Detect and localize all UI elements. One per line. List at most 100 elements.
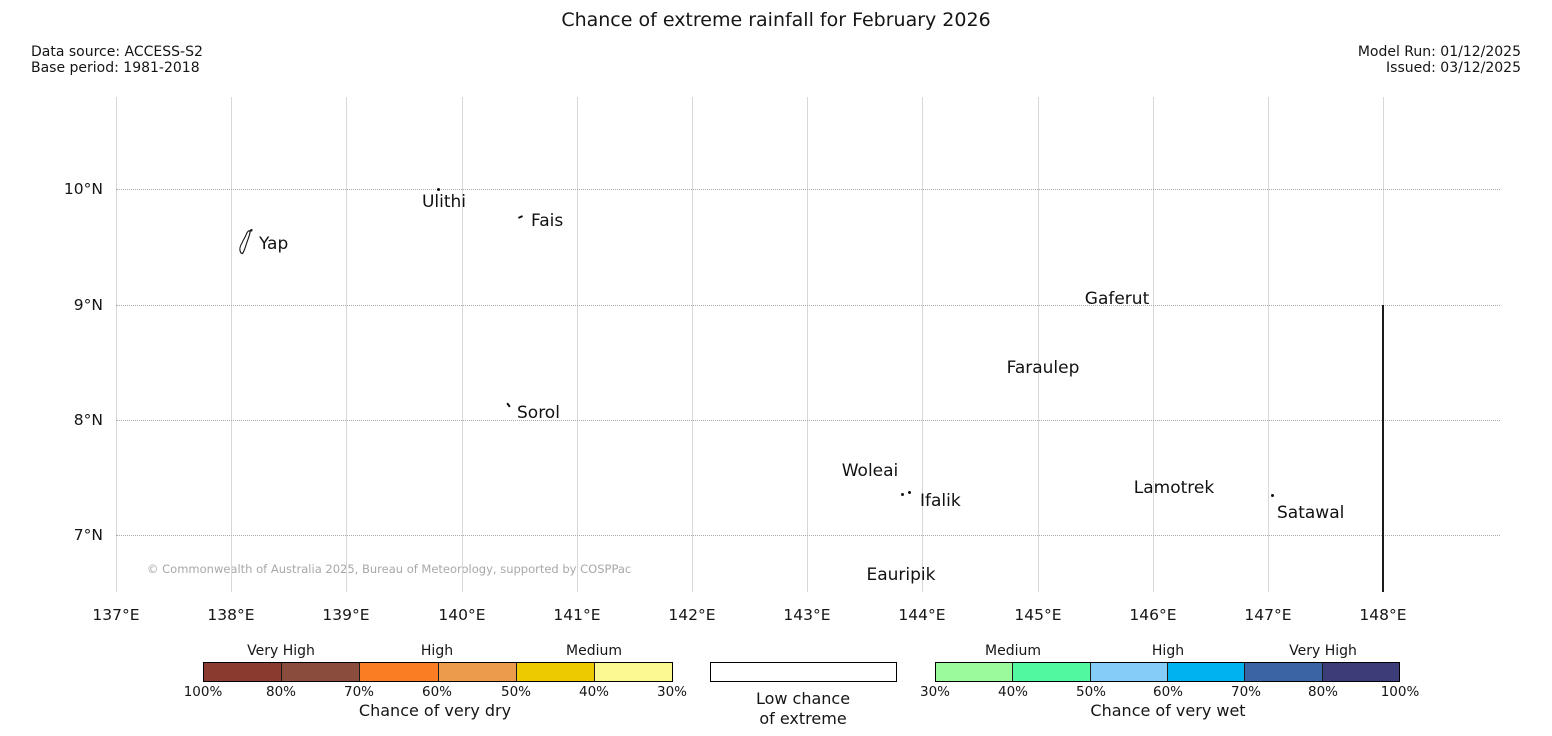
x-tick-label: 139°E: [322, 606, 370, 624]
dry-legend-header: Very High: [247, 643, 315, 659]
wet-legend-header: Medium: [985, 643, 1041, 659]
wet-legend-tick: 80%: [1307, 684, 1339, 700]
island-label-lamotrek: Lamotrek: [1133, 478, 1215, 498]
wet-legend-tick: 70%: [1230, 684, 1262, 700]
low-chance-label: Low chance of extreme: [756, 689, 850, 729]
wet-legend-title: Chance of very wet: [1090, 701, 1246, 720]
island-label-satawal: Satawal: [1277, 503, 1345, 523]
dry-legend-tick: 100%: [183, 684, 223, 700]
island-label-woleai: Woleai: [841, 461, 899, 481]
wet-colorbar-segment: [936, 663, 1013, 681]
gridline-vertical: [346, 97, 347, 592]
dry-colorbar: [203, 662, 673, 682]
gridline-horizontal: [116, 535, 1500, 536]
wet-legend-tick: 50%: [1075, 684, 1107, 700]
y-tick-label: 10°N: [63, 180, 103, 198]
dry-colorbar-segment: [437, 663, 516, 681]
wet-legend-header: High: [1151, 643, 1185, 659]
low-chance-box: [710, 662, 897, 682]
wet-colorbar-segment: [1321, 663, 1399, 681]
copyright-text: © Commonwealth of Australia 2025, Bureau…: [147, 562, 632, 576]
dry-colorbar-segment: [515, 663, 594, 681]
wet-colorbar-segment: [1089, 663, 1167, 681]
x-tick-label: 137°E: [92, 606, 140, 624]
model-run-block: Model Run: 01/12/2025 Issued: 03/12/2025: [1357, 44, 1521, 76]
wet-colorbar-segment: [1166, 663, 1245, 681]
low-chance-line1: Low chance: [755, 689, 851, 708]
wet-colorbar: [935, 662, 1400, 682]
dry-legend-header: High: [420, 643, 454, 659]
dry-legend-tick: 50%: [500, 684, 532, 700]
island-marker-icon: [901, 493, 904, 496]
gridline-vertical: [692, 97, 693, 592]
data-source-block: Data source: ACCESS-S2 Base period: 1981…: [31, 44, 203, 76]
gridline-vertical: [1153, 97, 1154, 592]
dry-legend-tick: 60%: [421, 684, 453, 700]
island-label-ulithi: Ulithi: [421, 192, 467, 212]
gridline-horizontal: [116, 420, 1500, 421]
gridline-vertical: [116, 97, 117, 592]
x-axis: 137°E 138°E 139°E 140°E 141°E 142°E 143°E 144°E…: [0, 606, 1552, 628]
gridline-vertical: [922, 97, 923, 592]
base-period-text: Base period: 1981-2018: [31, 59, 200, 76]
dry-legend-tick: 40%: [578, 684, 610, 700]
wet-legend-tick: 30%: [919, 684, 951, 700]
island-label-yap: Yap: [259, 234, 289, 254]
page-title: Chance of extreme rainfall for February …: [561, 9, 991, 31]
wet-legend-tick: 40%: [997, 684, 1029, 700]
data-source-text: Data source: ACCESS-S2: [31, 44, 203, 60]
x-tick-label: 146°E: [1129, 606, 1177, 624]
wet-legend-header: Very High: [1289, 643, 1357, 659]
dry-colorbar-segment: [281, 663, 360, 681]
island-label-ifalik: Ifalik: [920, 491, 961, 511]
island-marker-icon: [506, 402, 511, 408]
boundary-line-148e: [1382, 305, 1384, 592]
x-tick-label: 147°E: [1244, 606, 1292, 624]
island-label-sorol: Sorol: [517, 403, 560, 423]
gridline-horizontal: [116, 305, 1500, 306]
dry-legend-tick: 70%: [343, 684, 375, 700]
low-chance-line2: of extreme: [759, 709, 847, 728]
island-label-gaferut: Gaferut: [1084, 289, 1150, 309]
island-marker-icon: [1271, 494, 1274, 497]
x-tick-label: 141°E: [553, 606, 601, 624]
y-tick-label: 7°N: [73, 526, 103, 544]
wet-legend-tick: 60%: [1152, 684, 1184, 700]
gridline-vertical: [231, 97, 232, 592]
dry-legend-title: Chance of very dry: [358, 701, 512, 720]
x-tick-label: 138°E: [207, 606, 255, 624]
wet-colorbar-segment: [1244, 663, 1322, 681]
island-marker-icon: [437, 188, 440, 191]
dry-legend-tick: 30%: [656, 684, 688, 700]
x-tick-label: 140°E: [438, 606, 486, 624]
x-tick-label: 142°E: [668, 606, 716, 624]
island-label-fais: Fais: [531, 211, 564, 231]
y-tick-label: 9°N: [73, 296, 103, 314]
gridline-vertical: [462, 97, 463, 592]
island-marker-icon: [908, 491, 911, 494]
dry-legend-header: Medium: [566, 643, 622, 659]
issued-text: Issued: 03/12/2025: [1386, 59, 1521, 76]
dry-colorbar-segment: [204, 663, 282, 681]
map-plot: © Commonwealth of Australia 2025, Bureau…: [116, 97, 1500, 592]
gridline-vertical: [577, 97, 578, 592]
dry-colorbar-segment: [593, 663, 673, 681]
wet-colorbar-segment: [1012, 663, 1090, 681]
island-marker-icon: [517, 215, 524, 219]
gridline-vertical: [1268, 97, 1269, 592]
gridline-vertical: [1038, 97, 1039, 592]
gridline-vertical: [807, 97, 808, 592]
dry-legend-tick: 80%: [265, 684, 297, 700]
y-tick-label: 8°N: [73, 411, 103, 429]
yap-island-icon: [234, 228, 258, 262]
dry-colorbar-segment: [359, 663, 438, 681]
x-tick-label: 148°E: [1359, 606, 1407, 624]
x-tick-label: 143°E: [783, 606, 831, 624]
island-label-eauripik: Eauripik: [866, 565, 936, 585]
gridline-horizontal: [116, 189, 1500, 190]
x-tick-label: 145°E: [1014, 606, 1062, 624]
island-label-faraulep: Faraulep: [1006, 358, 1080, 378]
model-run-text: Model Run: 01/12/2025: [1357, 44, 1521, 60]
x-tick-label: 144°E: [898, 606, 946, 624]
